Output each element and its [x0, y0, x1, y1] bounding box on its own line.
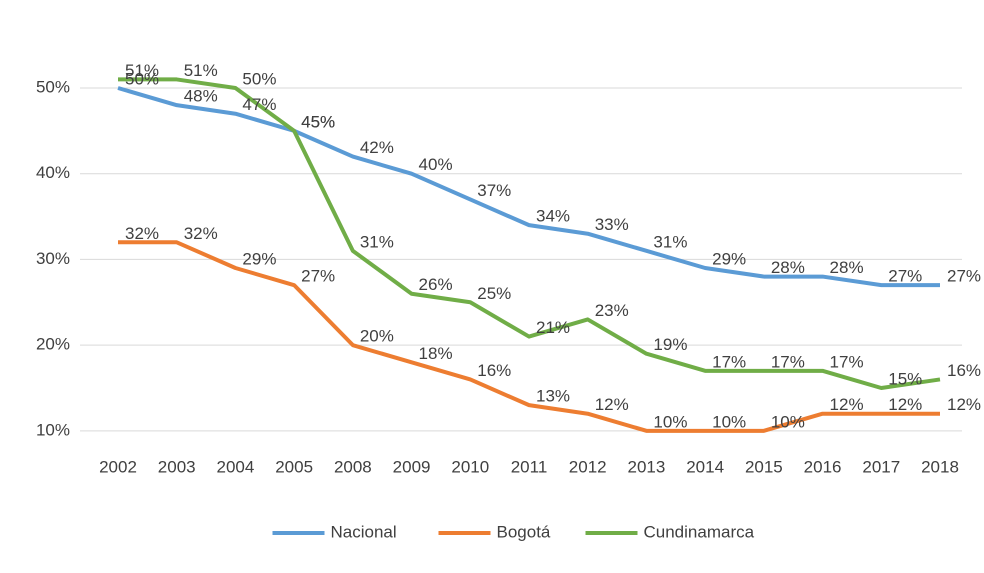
data-label: 15%	[888, 369, 922, 388]
x-tick-label: 2005	[275, 457, 313, 476]
data-label: 33%	[595, 215, 629, 234]
data-label: 25%	[477, 284, 511, 303]
series-line	[118, 240, 940, 433]
data-label: 31%	[360, 232, 394, 251]
data-label: 32%	[125, 224, 159, 243]
legend-label: Nacional	[331, 522, 397, 541]
x-tick-label: 2018	[921, 457, 959, 476]
data-label: 51%	[184, 61, 218, 80]
data-label: 45%	[301, 112, 335, 131]
data-label: 48%	[184, 87, 218, 106]
data-label: 19%	[653, 335, 687, 354]
data-label: 12%	[595, 395, 629, 414]
y-tick-label: 50%	[36, 77, 70, 96]
data-label: 20%	[360, 327, 394, 346]
data-label: 37%	[477, 181, 511, 200]
data-label: 45%	[301, 112, 335, 131]
data-label: 28%	[830, 258, 864, 277]
data-label: 26%	[419, 275, 453, 294]
data-label: 16%	[477, 361, 511, 380]
y-tick-label: 10%	[36, 420, 70, 439]
data-label: 27%	[301, 267, 335, 286]
x-tick-label: 2009	[393, 457, 431, 476]
x-tick-label: 2015	[745, 457, 783, 476]
data-label: 50%	[242, 69, 276, 88]
x-tick-label: 2014	[686, 457, 724, 476]
data-label: 51%	[125, 61, 159, 80]
data-label: 34%	[536, 207, 570, 226]
data-label: 10%	[653, 412, 687, 431]
x-tick-label: 2002	[99, 457, 137, 476]
x-tick-label: 2016	[804, 457, 842, 476]
x-tick-label: 2010	[451, 457, 489, 476]
x-tick-label: 2011	[511, 457, 548, 476]
series-line	[118, 77, 941, 390]
legend-label: Bogotá	[497, 522, 551, 541]
data-label: 42%	[360, 138, 394, 157]
data-label: 18%	[419, 344, 453, 363]
data-label: 27%	[947, 267, 981, 286]
data-label: 12%	[830, 395, 864, 414]
x-tick-label: 2017	[862, 457, 900, 476]
y-tick-label: 20%	[36, 335, 70, 354]
data-label: 17%	[771, 352, 805, 371]
data-label: 12%	[888, 395, 922, 414]
data-label: 32%	[184, 224, 218, 243]
data-label: 10%	[712, 412, 746, 431]
data-label: 10%	[771, 412, 805, 431]
y-tick-label: 40%	[36, 163, 70, 182]
data-label: 27%	[888, 267, 922, 286]
data-label: 17%	[830, 352, 864, 371]
data-label: 13%	[536, 387, 570, 406]
data-label: 16%	[947, 361, 981, 380]
data-label: 40%	[419, 155, 453, 174]
data-label: 28%	[771, 258, 805, 277]
series-line	[117, 86, 940, 288]
legend-label: Cundinamarca	[644, 522, 755, 541]
data-label: 21%	[536, 318, 570, 337]
data-label: 31%	[653, 232, 687, 251]
x-tick-label: 2012	[569, 457, 607, 476]
data-label: 50%	[125, 69, 159, 88]
data-label: 17%	[712, 352, 746, 371]
x-tick-label: 2008	[334, 457, 372, 476]
data-label: 12%	[947, 395, 981, 414]
x-tick-label: 2013	[628, 457, 666, 476]
y-tick-label: 30%	[36, 249, 70, 268]
data-label: 47%	[242, 95, 276, 114]
x-tick-label: 2004	[217, 457, 255, 476]
data-label: 29%	[712, 249, 746, 268]
data-label: 29%	[242, 249, 276, 268]
x-tick-label: 2003	[158, 457, 196, 476]
data-label: 23%	[595, 301, 629, 320]
